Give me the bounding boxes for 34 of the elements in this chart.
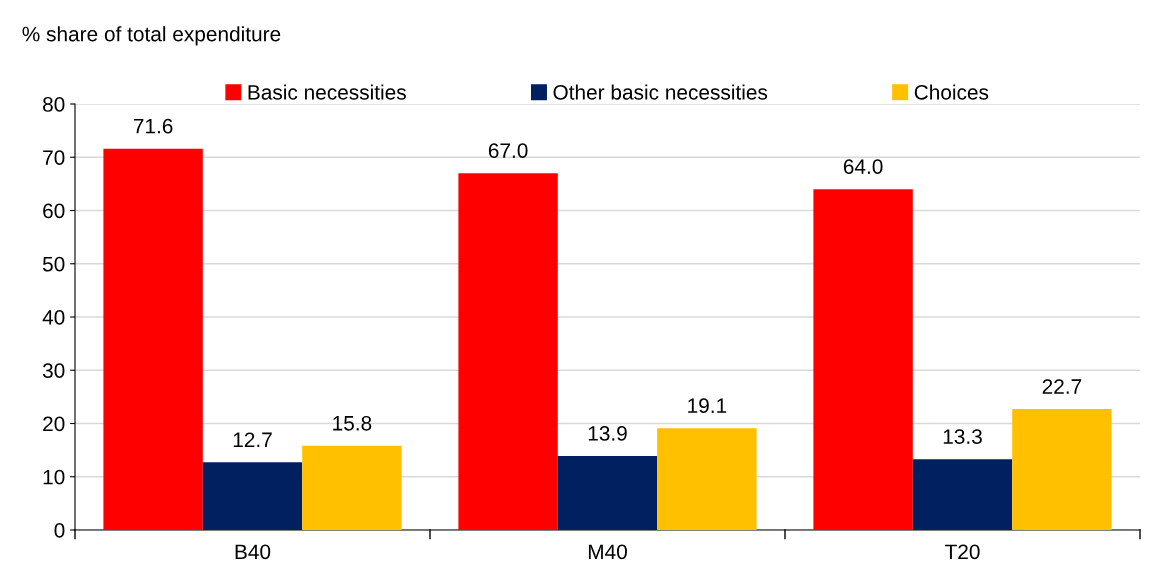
data-label: 12.7	[233, 432, 272, 447]
legend-label: Other basic necessities	[553, 84, 768, 100]
x-tick-label: M40	[588, 544, 627, 560]
bar	[557, 455, 658, 530]
y-tick-label: 70	[43, 150, 65, 165]
bar	[657, 428, 757, 530]
data-label: 15.8	[333, 415, 372, 431]
bar	[103, 148, 203, 530]
data-label: 13.9	[588, 426, 627, 441]
data-label: 71.6	[133, 118, 173, 134]
x-tick-label: B40	[235, 544, 271, 560]
bar	[813, 189, 913, 530]
legend-label: Choices	[914, 84, 989, 100]
data-label: 64.0	[843, 159, 883, 174]
data-label: 67.0	[488, 143, 528, 158]
y-tick-label: 20	[43, 416, 65, 432]
bar	[458, 173, 558, 530]
y-tick-label: 80	[43, 97, 65, 112]
y-tick-label: 30	[42, 363, 65, 378]
x-tick-label: T20	[945, 544, 980, 560]
data-label: 19.1	[688, 398, 727, 414]
data-label: 13.3	[943, 429, 982, 444]
data-label: 22.7	[1042, 379, 1082, 394]
y-tick-label: 0	[54, 523, 65, 538]
bar	[302, 445, 402, 530]
y-tick-label: 50	[42, 256, 65, 272]
y-tick-label: 10	[43, 469, 65, 485]
y-tick-label: 40	[42, 310, 65, 325]
bar	[1012, 409, 1112, 530]
bar	[202, 462, 303, 530]
y-tick-label: 60	[43, 203, 65, 219]
y-axis-title: % share of total expenditure	[22, 26, 281, 46]
bar	[912, 459, 1013, 530]
legend-label: Basic necessities	[248, 84, 406, 100]
